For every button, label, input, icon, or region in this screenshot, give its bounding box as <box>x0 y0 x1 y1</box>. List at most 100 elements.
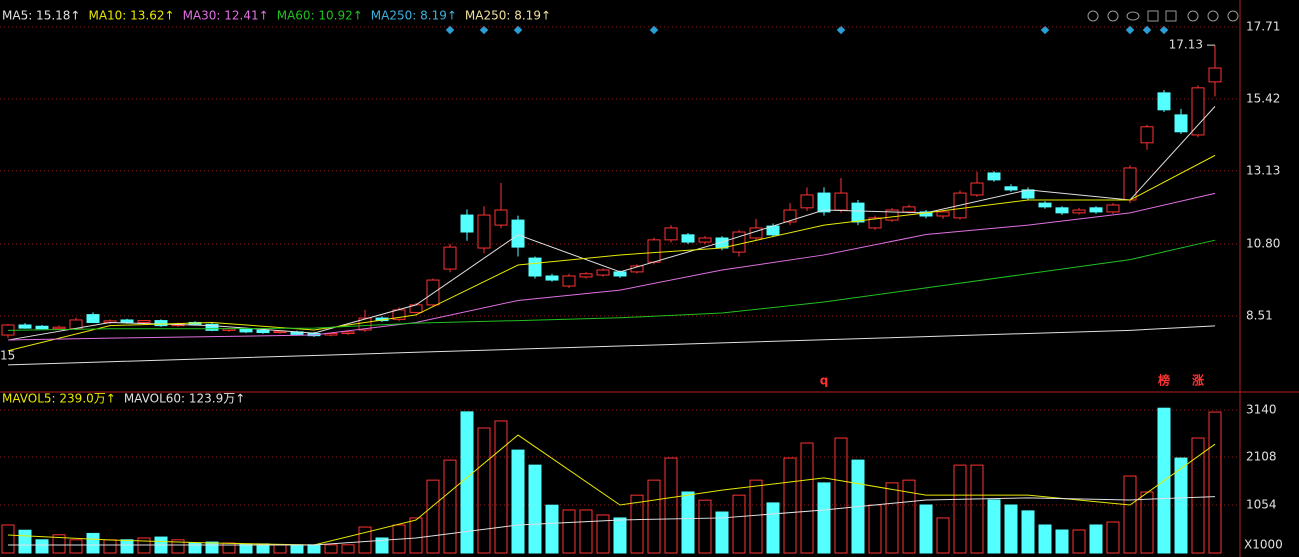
legend-item: MA5: 15.18↑ <box>2 9 80 23</box>
volume-bar <box>1140 491 1154 554</box>
volume-bar <box>698 499 712 554</box>
volume-bar <box>766 502 780 554</box>
volume-bar <box>171 539 185 554</box>
candle-body <box>477 214 491 249</box>
volume-bar <box>664 457 678 554</box>
candle-body <box>494 209 508 226</box>
volume-bar <box>1 524 15 554</box>
candle-body <box>783 209 797 223</box>
candle-body <box>1106 204 1120 213</box>
candle-body <box>443 246 457 270</box>
volume-bar <box>443 459 457 554</box>
grid-icon[interactable] <box>1187 10 1199 22</box>
legend-item: MA250: 8.19↑ <box>465 9 551 23</box>
volume-bar <box>596 514 610 554</box>
unit-label: X1000 <box>1244 538 1283 552</box>
candle-body <box>885 209 899 221</box>
candle-body <box>987 172 1001 181</box>
volume-bar <box>358 526 372 554</box>
volume-bar <box>783 457 797 554</box>
candle-body <box>868 217 882 229</box>
volume-bar <box>1106 521 1120 554</box>
candle-body <box>613 271 627 277</box>
volume-bar <box>715 511 729 554</box>
candle-body <box>426 279 440 306</box>
volume-bar <box>749 479 763 554</box>
settings-icon[interactable] <box>1087 10 1099 22</box>
candle-body <box>273 330 287 334</box>
volume-bar <box>630 494 644 554</box>
volume-bar <box>341 544 355 554</box>
candle-body <box>341 331 355 334</box>
candle-body <box>205 323 219 331</box>
volume-bar <box>613 517 627 554</box>
sync-icon[interactable] <box>1107 10 1119 22</box>
volume-bar <box>885 482 899 554</box>
candle-body <box>970 182 984 196</box>
view-icon[interactable] <box>1126 11 1140 21</box>
event-marker <box>479 25 489 35</box>
volume-bar <box>987 499 1001 554</box>
volume-bar <box>1191 437 1205 554</box>
volume-bar <box>919 504 933 554</box>
volume-bar <box>1072 529 1086 554</box>
candle-body <box>137 320 151 323</box>
volume-bar <box>528 464 542 554</box>
candle-body <box>1072 209 1086 214</box>
shop-icon[interactable] <box>1147 10 1159 22</box>
ma-line <box>7 154 1216 352</box>
y-tick-label: 13.13 <box>1246 163 1280 177</box>
candle-body <box>647 239 661 263</box>
volume-bar <box>681 491 695 554</box>
volume-bar <box>35 539 49 554</box>
legend-item: MA30: 12.41↑ <box>183 9 269 23</box>
candle-body <box>562 275 576 287</box>
volume-bar <box>970 464 984 554</box>
volume-bar <box>579 509 593 554</box>
volume-bar <box>545 504 559 554</box>
candle-body <box>154 320 168 327</box>
candle-body <box>324 332 338 336</box>
candle-body <box>511 219 525 248</box>
annotation: 涨 <box>1192 373 1204 388</box>
candle-body <box>1089 207 1103 213</box>
candle-body <box>460 214 474 233</box>
hand-icon[interactable] <box>1165 10 1177 22</box>
volume-bar <box>562 509 576 554</box>
y-tick-label: 8.51 <box>1246 308 1273 322</box>
candle-body <box>1140 126 1154 144</box>
legend-item: MAVOL60: 123.9万↑ <box>124 392 245 406</box>
legend-item: MA250: 8.19↑ <box>371 9 457 23</box>
volume-bar <box>1174 457 1188 554</box>
volume-bar <box>120 539 134 554</box>
zoom-out-icon[interactable] <box>1227 10 1239 22</box>
candle-body <box>239 328 253 333</box>
y-tick-label: 2108 <box>1246 450 1277 464</box>
ma-line <box>7 325 1216 366</box>
ma-line <box>7 106 1216 341</box>
candle-body <box>1055 207 1069 214</box>
volume-bar <box>511 449 525 554</box>
volume-bar <box>732 494 746 554</box>
candle-body <box>1208 67 1222 83</box>
volume-bar <box>800 442 814 554</box>
volume-bar <box>375 537 389 554</box>
zoom-in-icon[interactable] <box>1207 10 1219 22</box>
volume-bar <box>188 542 202 554</box>
candle-body <box>936 211 950 217</box>
candle-body <box>698 237 712 243</box>
candle-body <box>545 275 559 281</box>
candle-body <box>1191 87 1205 136</box>
legend-item: MA60: 10.92↑ <box>277 9 363 23</box>
volume-bar <box>902 479 916 554</box>
volume-bar <box>1089 524 1103 554</box>
volume-bar <box>1123 475 1137 554</box>
volume-bar <box>1208 411 1222 554</box>
left-label: 15 <box>0 349 15 363</box>
candle-body <box>120 319 134 323</box>
high-label: 17.13 <box>1169 38 1203 52</box>
volume-bar <box>426 479 440 554</box>
candle-body <box>834 192 848 211</box>
toolbar <box>1087 10 1239 22</box>
